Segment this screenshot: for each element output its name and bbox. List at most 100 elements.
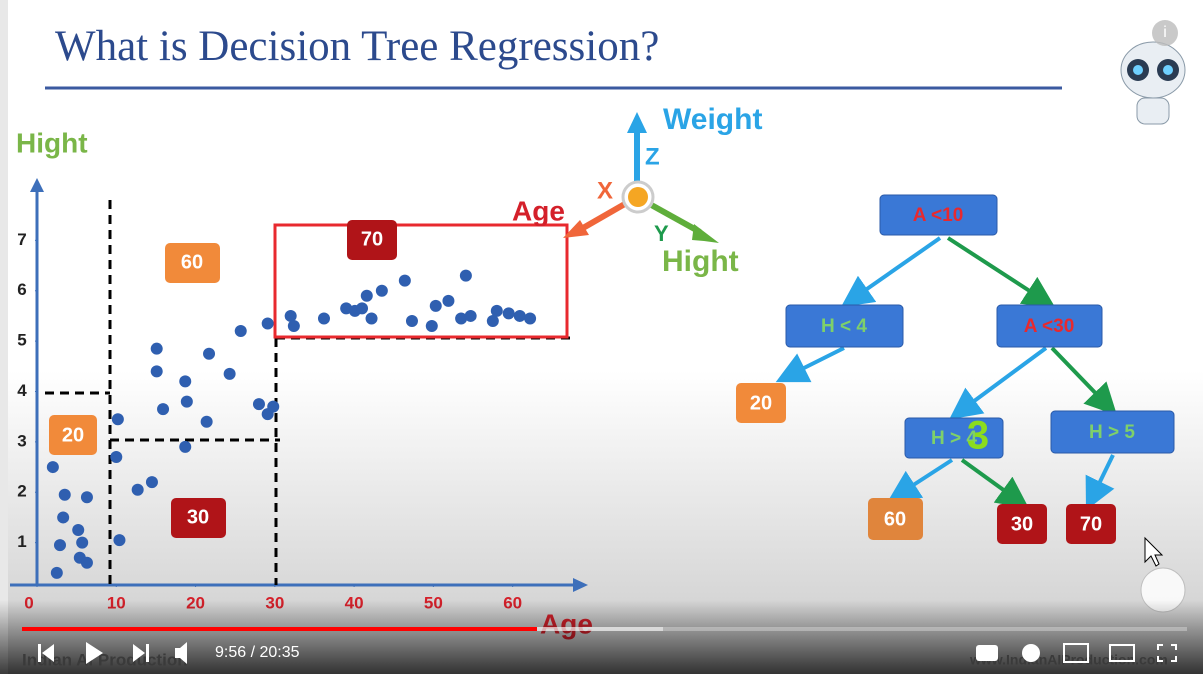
data-point <box>356 302 369 315</box>
data-point <box>234 325 247 338</box>
axis-label: Age <box>512 195 565 226</box>
data-point <box>179 375 192 388</box>
data-point <box>455 312 468 325</box>
data-point <box>50 566 63 579</box>
y-tick-label: 2 <box>17 482 26 501</box>
data-point <box>398 274 411 287</box>
volume-button[interactable] <box>175 642 187 664</box>
cc-button[interactable] <box>976 645 998 661</box>
data-point <box>203 347 216 360</box>
tree-edges <box>775 236 1118 511</box>
tree-leaf: 60 <box>884 508 906 530</box>
tree-node: H > 4 <box>931 428 977 449</box>
axis-letter: Z <box>645 143 660 170</box>
data-point <box>150 342 163 355</box>
x-axis-arrow <box>573 578 588 592</box>
data-point <box>513 309 526 322</box>
tree-leaf: 20 <box>750 392 772 414</box>
data-point <box>46 461 59 474</box>
y-axis-title: Hight <box>16 127 88 158</box>
tree-node: A <10 <box>913 205 964 226</box>
data-point <box>502 307 515 320</box>
y-tick-label: 6 <box>17 280 26 299</box>
data-point <box>287 320 300 333</box>
progress-played[interactable] <box>22 627 537 631</box>
data-point <box>442 294 455 307</box>
data-point <box>425 320 438 333</box>
slide-edge <box>0 0 8 674</box>
y-tick-label: 3 <box>17 431 26 450</box>
data-point <box>284 309 297 322</box>
next-button[interactable] <box>133 644 149 662</box>
data-point <box>267 400 280 413</box>
theater-button[interactable] <box>1109 644 1135 662</box>
axis-letter: X <box>597 177 613 204</box>
fullscreen-button[interactable] <box>1157 644 1177 662</box>
play-button[interactable] <box>86 642 103 664</box>
y-tick-label: 7 <box>17 230 26 249</box>
time-display: 9:56 / 20:35 <box>215 644 300 661</box>
handwritten-note: 3 <box>967 414 989 458</box>
data-point <box>110 450 123 463</box>
data-point <box>252 398 265 411</box>
region-label: 30 <box>187 506 209 528</box>
data-point <box>113 534 126 547</box>
robot-icon: i <box>1120 20 1186 125</box>
y-tick-label: 4 <box>17 381 27 400</box>
data-point <box>76 536 89 549</box>
data-point <box>150 365 163 378</box>
region-label: 20 <box>62 424 84 446</box>
region-label: 70 <box>361 228 383 250</box>
data-point <box>317 312 330 325</box>
axis-label: Hight <box>662 245 739 278</box>
axis-letter: Y <box>654 221 669 246</box>
data-point <box>53 539 66 552</box>
data-point <box>375 284 388 297</box>
data-point <box>57 511 70 524</box>
player-controls: 9:56 / 20:35 <box>38 642 1177 664</box>
data-point <box>223 367 236 380</box>
y-tick-label: 5 <box>17 331 26 350</box>
mouse-cursor <box>1144 536 1164 567</box>
region-labels: 20 60 30 70 <box>49 220 397 538</box>
data-point <box>200 415 213 428</box>
data-point <box>464 309 477 322</box>
data-point <box>429 299 442 312</box>
region-box <box>273 223 569 339</box>
slide-title: What is Decision Tree Regression? <box>55 23 659 70</box>
data-point <box>405 314 418 327</box>
data-point <box>179 440 192 453</box>
region-label: 60 <box>181 251 203 273</box>
data-point <box>111 413 124 426</box>
prev-button[interactable] <box>38 644 54 662</box>
data-point <box>360 289 373 302</box>
tree-node: H < 4 <box>821 316 867 337</box>
axis-label: Weight <box>663 103 762 136</box>
data-point <box>261 317 274 330</box>
tree-leaf: 30 <box>1011 513 1033 535</box>
tree-node: A <30 <box>1024 316 1075 337</box>
data-point <box>157 403 170 416</box>
settings-button[interactable] <box>1022 644 1040 662</box>
axes-icon: Weight Z Age X Hight Y <box>512 103 762 278</box>
data-point <box>524 312 537 325</box>
data-point <box>80 491 93 504</box>
y-tick-label: 1 <box>17 532 26 551</box>
data-point <box>80 556 93 569</box>
data-point <box>486 314 499 327</box>
tree-nodes: A <10 H < 4 A <30 20 H > 4 3 H > 5 60 30… <box>736 194 1175 544</box>
data-point <box>131 483 144 496</box>
svg-text:i: i <box>1163 24 1167 41</box>
watermark: www.IndianAIProduction.com <box>969 652 1168 668</box>
miniplayer-button[interactable] <box>1063 643 1089 663</box>
data-point <box>365 312 378 325</box>
data-point <box>72 524 85 537</box>
data-point <box>490 304 503 317</box>
data-point <box>459 269 472 282</box>
player-shade <box>0 600 1203 674</box>
tree-leaf: 70 <box>1080 513 1102 535</box>
y-axis-arrow <box>30 178 44 192</box>
data-point <box>58 488 71 501</box>
